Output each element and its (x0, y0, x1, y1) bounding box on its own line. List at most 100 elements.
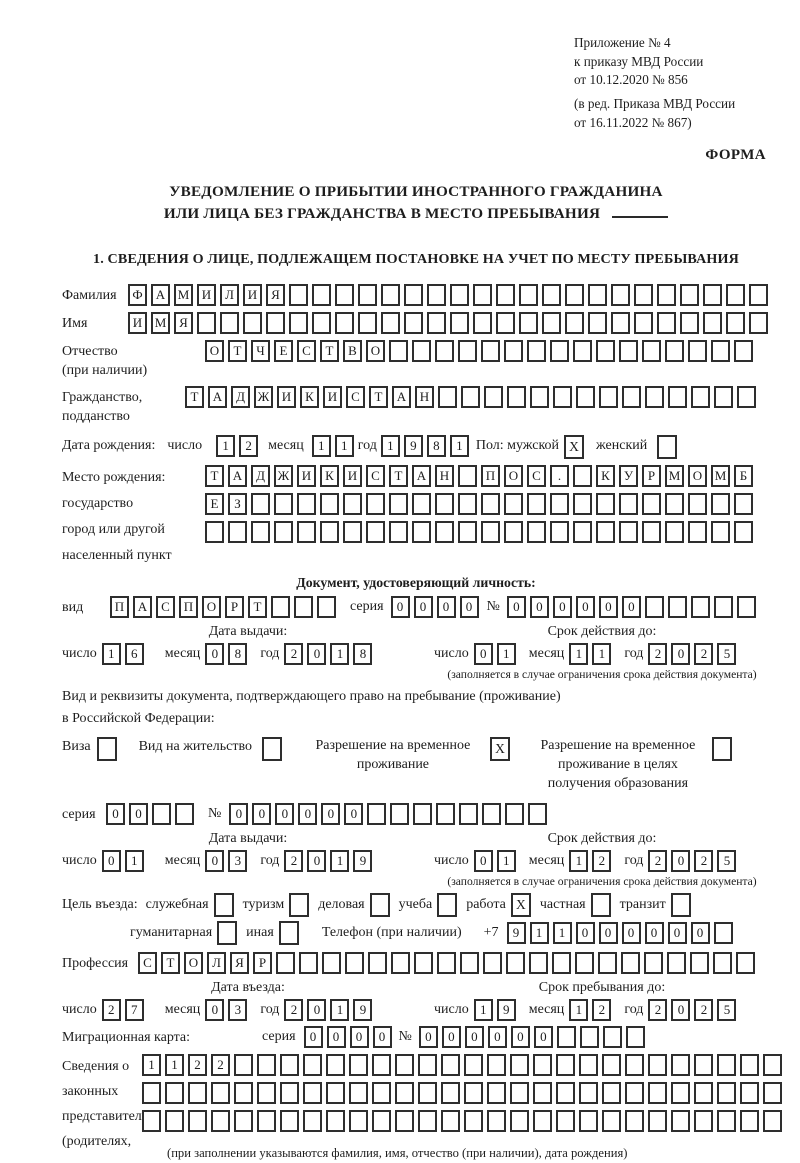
form-cell: О (202, 596, 221, 619)
form-cell (527, 493, 546, 516)
form-cell: 2 (694, 999, 714, 1022)
form-cell (459, 803, 479, 826)
form-cell: 0 (671, 850, 691, 873)
form-cell (533, 1054, 552, 1077)
form-cell (621, 952, 640, 975)
form-cell: О (205, 340, 224, 363)
form-cell: . (550, 465, 569, 488)
form-cell: 3 (228, 999, 248, 1022)
form-cell (690, 596, 710, 619)
form-cell: Б (734, 465, 753, 488)
form-cell (579, 1054, 598, 1077)
form-cell: 1 (142, 1054, 161, 1077)
id-doc-heading: Документ, удостоверяющий личность: (296, 575, 536, 591)
form-cell (510, 1054, 529, 1077)
form-cell (152, 803, 171, 826)
form-cell (320, 521, 339, 544)
form-cell: 0 (307, 643, 327, 666)
option-label: деловая (318, 897, 365, 913)
form-cell (671, 1082, 690, 1105)
form-cell (552, 952, 571, 975)
form-cell (303, 1054, 322, 1077)
form-cell (297, 493, 316, 516)
option: туризм (243, 893, 310, 918)
form-cell (602, 1026, 622, 1049)
form-cell: 2 (284, 850, 304, 873)
id-doc-kind-label: вид (62, 600, 84, 616)
form-cell (519, 284, 538, 307)
form-cell (703, 284, 722, 307)
form-cell (648, 1054, 667, 1077)
form-cell: Л (220, 284, 239, 307)
issue-date-heading: Дата выдачи: (208, 624, 288, 640)
form-cell: 1 (569, 643, 589, 666)
form-cell (575, 952, 594, 975)
forma-label: ФОРМА (705, 146, 766, 163)
form-cell: И (197, 284, 216, 307)
form-cell: 8 (426, 435, 446, 458)
purpose-row: Цель въезда: служебная туризм деловая учеба… (62, 893, 770, 918)
form-cell: Е (274, 340, 293, 363)
form-cell (565, 312, 584, 335)
form-cell (625, 1082, 644, 1105)
form-cell: 0 (413, 596, 433, 619)
form-cell (713, 596, 733, 619)
form-cell (211, 1110, 230, 1133)
form-cell (165, 1110, 184, 1133)
form-cell (533, 1082, 552, 1105)
form-cell: 9 (496, 999, 516, 1022)
form-cell (343, 493, 362, 516)
form-cell (441, 1082, 460, 1105)
form-cell (257, 1054, 276, 1077)
option-label: служебная (145, 897, 209, 913)
form-cell (297, 521, 316, 544)
form-cell (573, 493, 592, 516)
form-cell: 0 (441, 1026, 461, 1049)
form-cell: 1 (330, 850, 350, 873)
form-cell (648, 1110, 667, 1133)
form-cell: А (151, 284, 170, 307)
form-cell (389, 340, 408, 363)
form-cell (602, 1082, 621, 1105)
form-cell (228, 521, 247, 544)
appendix-line: к приказу МВД России (574, 53, 704, 69)
form-cell (349, 1054, 368, 1077)
form-cell: 0 (205, 643, 225, 666)
form-cell: Ж (254, 386, 273, 409)
form-cell (711, 521, 730, 544)
form-cell: Ч (251, 340, 270, 363)
form-cell: 2 (284, 999, 304, 1022)
option-checkbox (590, 893, 611, 918)
form-cell (460, 952, 479, 975)
option-checkbox (369, 893, 390, 918)
form-cell (220, 312, 239, 335)
residence-permit-checkbox (261, 737, 282, 762)
form-cell (404, 312, 423, 335)
form-cell: 0 (621, 922, 641, 945)
form-cell: 2 (648, 999, 668, 1022)
representatives-note: (при заполнении указываются фамилия, имя… (167, 1146, 628, 1161)
form-cell (667, 952, 686, 975)
form-cell: У (619, 465, 638, 488)
form-cell (317, 596, 336, 619)
form-cell: А (208, 386, 227, 409)
form-cell (625, 1026, 645, 1049)
form-cell: В (343, 340, 362, 363)
form-cell (372, 1110, 391, 1133)
form-cell (565, 284, 584, 307)
form-cell (556, 1026, 576, 1049)
entry-date-heading: Дата въезда: (211, 980, 285, 996)
form-cell (335, 284, 354, 307)
